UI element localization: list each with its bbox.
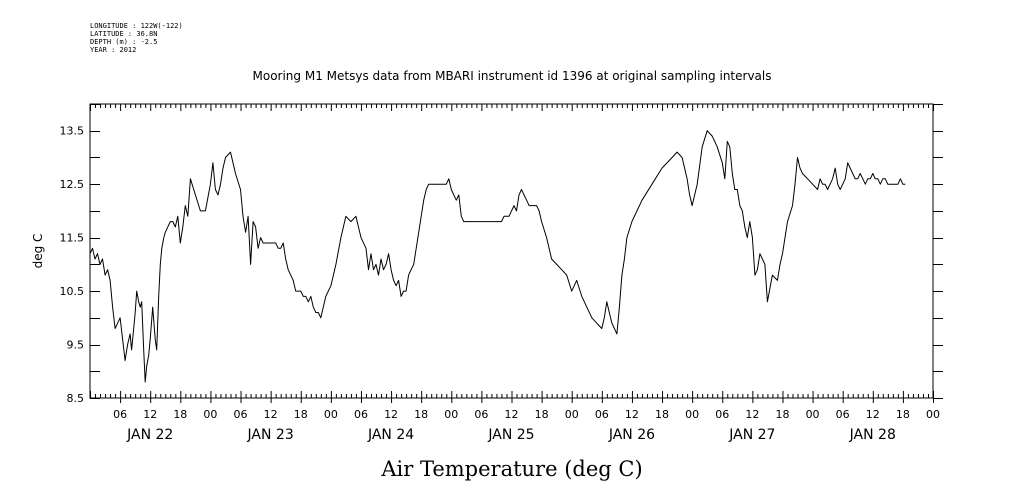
day-label: JAN 22 bbox=[126, 427, 173, 443]
day-label: JAN 24 bbox=[367, 427, 414, 443]
hour-tick-label: 18 bbox=[896, 408, 910, 421]
hour-tick-label: 18 bbox=[655, 408, 669, 421]
year-text: YEAR : 2012 bbox=[90, 46, 137, 54]
latitude-text: LATITUDE : 36.8N bbox=[90, 30, 158, 38]
hour-tick-label: 18 bbox=[775, 408, 789, 421]
hour-tick-label: 12 bbox=[143, 408, 157, 421]
hour-tick-label: 12 bbox=[625, 408, 639, 421]
hour-tick-label: 18 bbox=[173, 408, 187, 421]
hour-tick-label: 12 bbox=[505, 408, 519, 421]
y-tick-label: 8.5 bbox=[67, 392, 85, 405]
hour-tick-label: 06 bbox=[474, 408, 488, 421]
axis-ticks bbox=[90, 104, 943, 403]
day-label: JAN 25 bbox=[487, 427, 534, 443]
hour-tick-label: 06 bbox=[595, 408, 609, 421]
hour-tick-label: 18 bbox=[294, 408, 308, 421]
hour-tick-label: 06 bbox=[715, 408, 729, 421]
day-labels: JAN 22 JAN 23 JAN 24 JAN 25 JAN 26 JAN 27 JAN … bbox=[126, 427, 896, 443]
hour-tick-label: 12 bbox=[264, 408, 278, 421]
longitude-text: LONGITUDE : 122W(-122) bbox=[90, 22, 183, 30]
hour-tick-label: 06 bbox=[354, 408, 368, 421]
hour-tick-label: 06 bbox=[836, 408, 850, 421]
hour-tick-label: 06 bbox=[113, 408, 127, 421]
depth-text: DEPTH (m) : -2.5 bbox=[90, 38, 158, 46]
air-temperature-line bbox=[89, 130, 906, 383]
y-tick-label: 12.5 bbox=[60, 178, 85, 191]
day-label: JAN 23 bbox=[247, 427, 294, 443]
hour-tick-label: 18 bbox=[535, 408, 549, 421]
y-tick-label: 11.5 bbox=[60, 232, 85, 245]
hour-tick-label: 00 bbox=[565, 408, 579, 421]
hour-tick-label: 12 bbox=[745, 408, 759, 421]
plot-frame bbox=[89, 103, 934, 399]
station-info: LONGITUDE : 122W(-122) LATITUDE : 36.8N … bbox=[90, 22, 183, 54]
chart-title: Mooring M1 Metsys data from MBARI instru… bbox=[253, 69, 772, 83]
x-axis-label: Air Temperature (deg C) bbox=[380, 457, 642, 481]
hour-tick-label: 18 bbox=[414, 408, 428, 421]
y-axis-label: deg C bbox=[31, 234, 45, 269]
hour-tick-label: 12 bbox=[866, 408, 880, 421]
hour-tick-label: 00 bbox=[926, 408, 940, 421]
day-label: JAN 26 bbox=[608, 427, 655, 443]
y-tick-label: 9.5 bbox=[67, 339, 85, 352]
hour-tick-label: 00 bbox=[444, 408, 458, 421]
day-label: JAN 28 bbox=[849, 427, 896, 443]
hour-tick-label: 00 bbox=[806, 408, 820, 421]
y-tick-label: 13.5 bbox=[60, 125, 85, 138]
hour-tick-label: 00 bbox=[324, 408, 338, 421]
day-label: JAN 27 bbox=[728, 427, 775, 443]
hour-tick-label: 00 bbox=[203, 408, 217, 421]
y-tick-labels: 8.5 9.5 10.5 11.5 12.5 13.5 bbox=[60, 125, 85, 405]
hour-tick-label: 06 bbox=[234, 408, 248, 421]
y-tick-label: 10.5 bbox=[60, 285, 85, 298]
x-tick-labels: 06 12 18 00 06 12 18 00 06 12 18 00 06 12 18 00 06 12 18 00… bbox=[113, 408, 940, 421]
hour-tick-label: 12 bbox=[384, 408, 398, 421]
hour-tick-label: 00 bbox=[685, 408, 699, 421]
